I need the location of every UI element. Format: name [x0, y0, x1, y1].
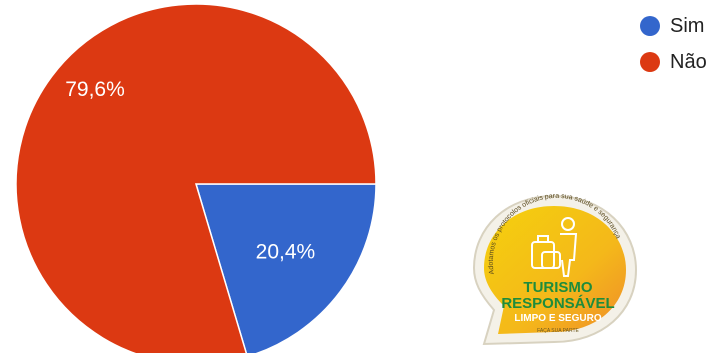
seal-line1: TURISMO: [523, 279, 592, 296]
pie-slice-nao[interactable]: [15, 3, 377, 353]
chart-legend: Sim Não: [640, 8, 707, 80]
legend-item-nao[interactable]: Não: [640, 44, 707, 80]
turismo-responsavel-seal: Adotamos os protocolos oficiais para sua…: [468, 190, 640, 350]
legend-swatch-nao: [640, 52, 660, 72]
legend-label-sim: Sim: [670, 14, 705, 37]
legend-swatch-sim: [640, 16, 660, 36]
seal-line2: RESPONSÁVEL: [501, 295, 614, 312]
pie-label-nao: 79,6%: [65, 78, 125, 101]
seal-inner: [484, 206, 626, 334]
traveler-luggage-icon: [531, 217, 578, 277]
pie-label-sim: 20,4%: [256, 241, 316, 264]
legend-label-nao: Não: [670, 50, 707, 73]
pie-slice-sim[interactable]: [194, 183, 377, 353]
seal-line3: LIMPO E SEGURO: [514, 313, 601, 324]
legend-item-sim[interactable]: Sim: [640, 8, 707, 44]
seal-footer: FAÇA SUA PARTE: [537, 328, 579, 334]
